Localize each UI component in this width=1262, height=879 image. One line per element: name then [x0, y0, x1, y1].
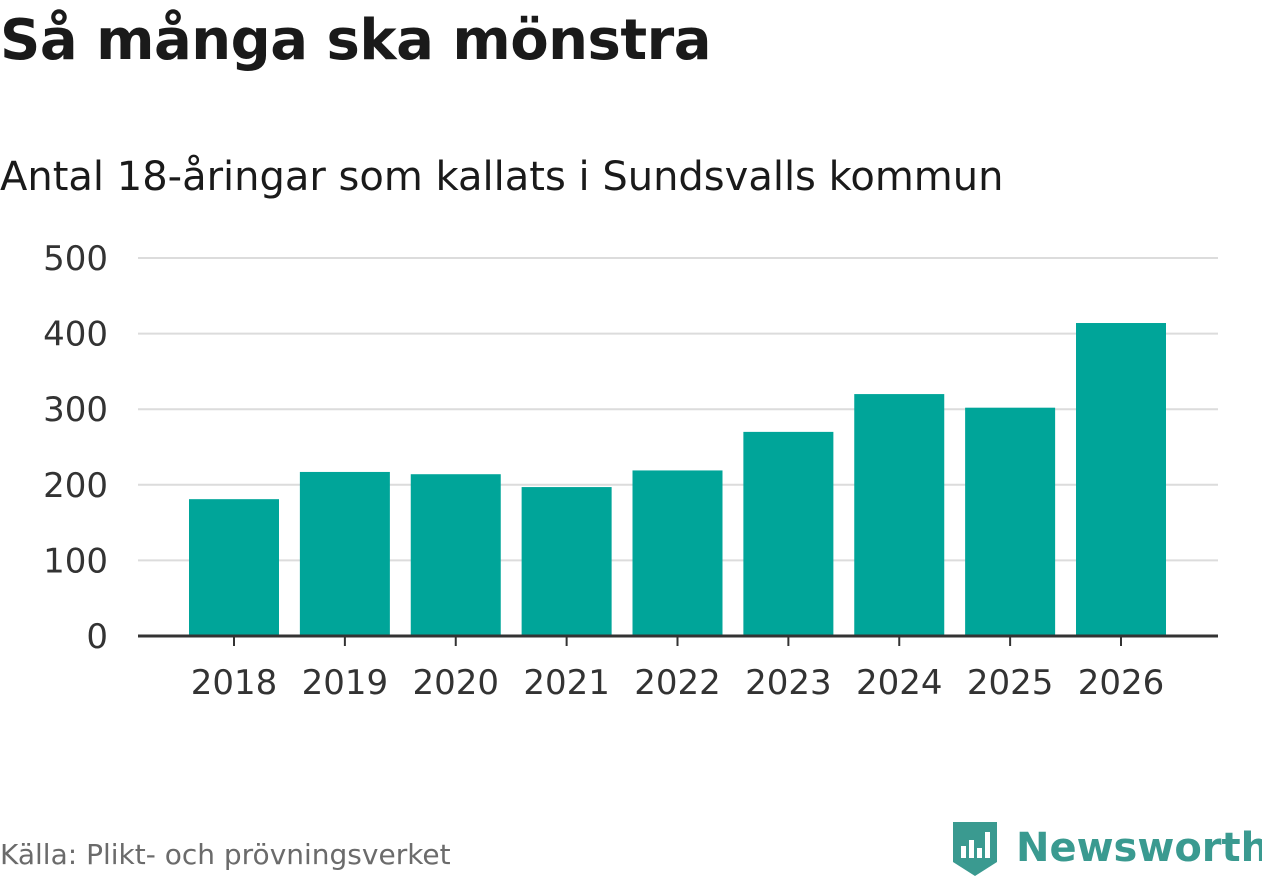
bar-2026: [1076, 323, 1166, 636]
bar-2018: [189, 499, 279, 636]
x-tick-label-2022: 2022: [634, 663, 721, 703]
x-tick-label-2026: 2026: [1078, 663, 1165, 703]
x-tick-label-2021: 2021: [523, 663, 610, 703]
source-note: Källa: Plikt- och prövningsverket: [0, 838, 451, 871]
x-tick-label-2025: 2025: [967, 663, 1054, 703]
x-tick-label-2023: 2023: [745, 663, 832, 703]
bar-2021: [521, 487, 612, 636]
chart-title: Så många ska mönstra: [0, 8, 712, 73]
bar-2023: [743, 431, 834, 636]
x-tick-label-2018: 2018: [191, 663, 278, 703]
x-tick-label-2024: 2024: [856, 663, 943, 703]
y-tick-label-400: 400: [43, 315, 108, 355]
bar-2024: [854, 394, 945, 636]
bar-2020: [410, 474, 501, 636]
brand-logo: Newsworthy: [950, 818, 1262, 878]
y-tick-label-300: 300: [43, 390, 108, 430]
x-tick-label-2019: 2019: [302, 663, 389, 703]
bar-2019: [299, 471, 390, 636]
bar-2025: [965, 407, 1056, 636]
y-tick-label-100: 100: [43, 541, 108, 581]
newsworthy-logo-icon: [953, 822, 997, 876]
chart-subtitle: Antal 18-åringar som kallats i Sundsvall…: [0, 154, 1004, 200]
y-tick-label-0: 0: [86, 617, 108, 657]
brand-name: Newsworthy: [1016, 825, 1262, 871]
x-tick-label-2020: 2020: [412, 663, 499, 703]
y-tick-label-200: 200: [43, 466, 108, 506]
bar-2022: [632, 470, 723, 636]
y-tick-label-500: 500: [43, 239, 108, 279]
